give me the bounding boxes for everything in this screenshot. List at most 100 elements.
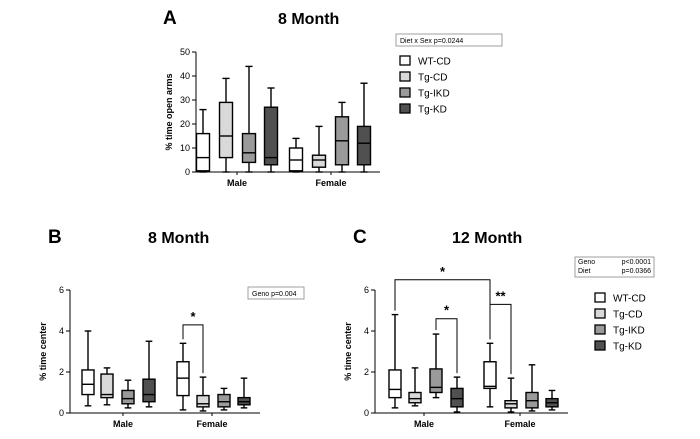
- box-female-tg-cd: [504, 377, 518, 413]
- legend-label: WT-CD: [613, 294, 646, 305]
- panel-c-stat-label-1: Geno: [578, 259, 595, 266]
- y-tick-label: 0: [59, 408, 64, 418]
- y-axis-label: % time open arms: [164, 73, 174, 150]
- iqr-box: [356, 125, 372, 166]
- iqr-box: [429, 368, 443, 394]
- legend-swatch: [594, 324, 606, 335]
- legend-swatch: [399, 71, 411, 82]
- box-male-tg-kd: [263, 87, 279, 173]
- iqr-box: [196, 394, 210, 408]
- panel-c-stat-box: Geno p<0.0001 Diet p=0.0366: [574, 256, 655, 278]
- box-male-wt-cd: [195, 108, 211, 173]
- box-male-tg-cd: [100, 367, 114, 406]
- legend-item-tg-cd: Tg-CD: [594, 308, 642, 321]
- legend-swatch: [399, 87, 411, 98]
- bracket-line: [435, 318, 458, 374]
- bracket-line: [489, 303, 512, 375]
- iqr-box: [241, 132, 257, 164]
- iqr-box: [218, 101, 234, 159]
- panel-b-stat-text: Geno p=0.004: [252, 291, 297, 298]
- significance-bracket: *: [182, 309, 204, 374]
- legend-label: Tg-KD: [418, 105, 447, 116]
- y-tick-label: 0: [364, 408, 369, 418]
- legend-label: Tg-CD: [613, 310, 642, 321]
- box-female-wt-cd: [288, 137, 304, 173]
- legend-swatch: [594, 308, 606, 319]
- box-female-tg-ikd: [334, 101, 350, 173]
- legend-swatch: [399, 55, 411, 66]
- box-male-tg-ikd: [429, 333, 443, 399]
- significance-label: *: [190, 309, 196, 324]
- panel-b-plot: 0 2 4 6 % time center Male Female *: [38, 285, 260, 429]
- legend-item-wt-cd: WT-CD: [399, 55, 451, 68]
- iqr-box: [81, 369, 95, 396]
- legend-item-wt-cd: WT-CD: [594, 292, 646, 305]
- y-tick-label: 0: [185, 167, 190, 177]
- box-female-tg-cd: [196, 376, 210, 412]
- iqr-box: [388, 369, 402, 399]
- box-male-tg-ikd: [121, 379, 135, 409]
- box-female-tg-ikd: [217, 387, 231, 411]
- iqr-box: [450, 387, 464, 408]
- legend-label: WT-CD: [418, 57, 451, 68]
- panel-a-label: A: [163, 8, 177, 29]
- box-male-tg-cd: [408, 367, 422, 407]
- box-female-tg-kd: [356, 82, 372, 173]
- iqr-box: [195, 132, 211, 172]
- panel-b-stat-box: Geno p=0.004: [247, 286, 305, 300]
- box-female-wt-cd: [176, 342, 190, 411]
- y-axis-label: % time center: [343, 322, 353, 381]
- panel-c-title: 12 Month: [452, 230, 522, 247]
- panel-a-stat-text: Diet x Sex p=0.0244: [400, 38, 463, 45]
- box-male-wt-cd: [388, 313, 402, 409]
- box-female-tg-kd: [237, 377, 251, 409]
- legend-label: Tg-CD: [418, 73, 447, 84]
- y-tick-label: 10: [180, 143, 190, 153]
- y-tick-label: 40: [180, 71, 190, 81]
- panel-b-label: B: [48, 227, 62, 248]
- y-tick-label: 30: [180, 95, 190, 105]
- box-male-tg-ikd: [241, 65, 257, 173]
- y-tick-label: 20: [180, 119, 190, 129]
- legend-item-tg-kd: Tg-KD: [399, 103, 447, 116]
- box-male-tg-cd: [218, 77, 234, 173]
- panel-c-stat-label-2: Diet: [578, 268, 591, 275]
- x-category-label: Female: [196, 419, 227, 429]
- significance-label: *: [440, 264, 446, 279]
- x-category-label: Female: [315, 178, 346, 188]
- legend-label: Tg-KD: [613, 342, 642, 353]
- iqr-box: [142, 378, 156, 403]
- legend-label: Tg-IKD: [418, 89, 450, 100]
- iqr-box: [121, 389, 135, 405]
- legend-c: WT-CD Tg-CD Tg-IKD Tg-KD: [594, 292, 646, 353]
- y-tick-label: 6: [364, 285, 369, 295]
- legend-item-tg-kd: Tg-KD: [594, 340, 642, 353]
- iqr-box: [100, 373, 114, 399]
- iqr-box: [217, 393, 231, 408]
- iqr-box: [263, 106, 279, 166]
- box-male-tg-kd: [142, 340, 156, 408]
- legend-item-tg-ikd: Tg-IKD: [399, 87, 450, 100]
- legend-item-tg-ikd: Tg-IKD: [594, 324, 645, 337]
- iqr-box: [311, 154, 327, 168]
- legend-item-tg-cd: Tg-CD: [399, 71, 447, 84]
- panel-a-stat-box: Diet x Sex p=0.0244: [395, 33, 503, 47]
- y-tick-label: 6: [59, 285, 64, 295]
- bracket-line: [394, 279, 491, 340]
- iqr-box: [408, 391, 422, 404]
- box-female-tg-ikd: [525, 364, 539, 412]
- y-tick-label: 50: [180, 47, 190, 57]
- legend-swatch: [399, 103, 411, 114]
- panel-a-plot: 0 10 20 30 40 50 % time open arms Male Female: [164, 47, 380, 188]
- y-axis-label: % time center: [38, 322, 48, 381]
- significance-bracket: *: [435, 303, 458, 374]
- significance-label: *: [444, 303, 450, 318]
- panel-c-stat-value-2: p=0.0366: [622, 268, 651, 275]
- y-tick-label: 2: [364, 367, 369, 377]
- significance-label: **: [495, 288, 506, 303]
- x-category-label: Male: [227, 178, 247, 188]
- x-category-label: Female: [504, 419, 535, 429]
- panel-c-label: C: [353, 227, 367, 248]
